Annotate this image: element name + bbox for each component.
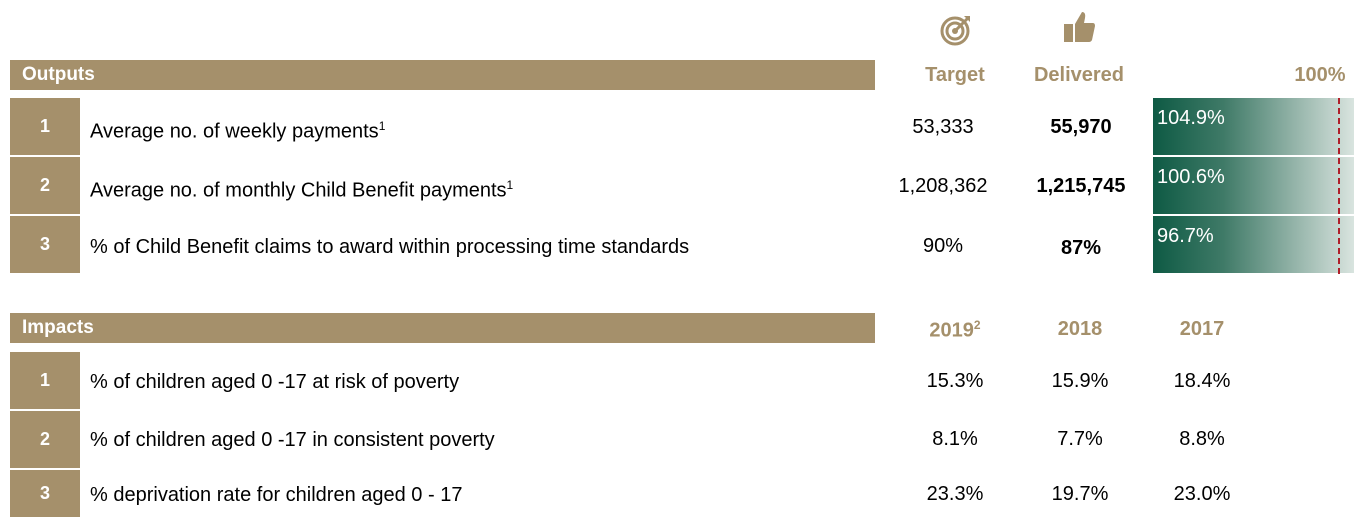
impacts-row-3-2017: 23.0% [1173,483,1231,505]
footnote-marker: 2 [973,318,981,332]
outputs-row-3-pct-label: 96.7% [1157,225,1214,247]
target-icon [940,14,972,46]
outputs-row-3-label: % of Child Benefit claims to award withi… [90,236,690,258]
bar-divider [1153,214,1354,216]
impacts-row-1-label: % of children aged 0 -17 at risk of pove… [90,371,460,393]
footnote-marker: 1 [506,178,514,192]
impacts-row-3-number: 3 [10,470,80,517]
outputs-row-2-delivered: 1,215,745 [1036,175,1126,197]
impacts-row-3-2018: 19.7% [1051,483,1109,505]
bar-divider [1153,155,1354,157]
outputs-row-1-pct-bar: 104.9% [1153,98,1354,155]
outputs-row-3-target: 90% [922,235,964,257]
col-target-header: Target [925,64,985,86]
outputs-row-2-number: 2 [10,157,80,214]
outputs-row-1-number: 1 [10,98,80,155]
outputs-row-2-pct-bar: 100.6% [1153,157,1354,214]
outputs-row-1-target: 53,333 [912,116,974,138]
impacts-row-2-2017: 8.8% [1179,428,1225,450]
outputs-row-3-number: 3 [10,216,80,273]
impacts-row-2-2019: 8.1% [932,428,978,450]
impacts-title: Impacts [22,317,94,338]
impacts-row-1-2017: 18.4% [1173,370,1231,392]
impacts-row-2-2018: 7.7% [1057,428,1103,450]
impacts-row-1-2019: 15.3% [926,370,984,392]
outputs-title: Outputs [22,64,95,85]
col-2017-header: 2017 [1179,318,1225,340]
outputs-row-1-label: Average no. of weekly payments1 [90,119,386,143]
outputs-row-2-target: 1,208,362 [898,175,988,197]
col-2019-header: 20192 [929,318,981,342]
outputs-row-3-delivered: 87% [1060,237,1102,259]
outputs-row-3-pct-bar: 96.7% [1153,216,1354,273]
impacts-row-1-number: 1 [10,352,80,409]
thumbs-up-icon [1062,10,1096,44]
col-2018-header: 2018 [1057,318,1103,340]
impacts-row-3-label: % deprivation rate for children aged 0 -… [90,484,463,506]
impacts-header-band: Impacts [10,313,875,343]
impacts-row-1-2018: 15.9% [1051,370,1109,392]
outputs-row-1-delivered: 55,970 [1050,116,1112,138]
impacts-row-2-label: % of children aged 0 -17 in consistent p… [90,429,495,451]
col-delivered-header: Delivered [1033,64,1125,86]
outputs-row-2-label: Average no. of monthly Child Benefit pay… [90,178,514,202]
outputs-row-1-pct-label: 104.9% [1157,107,1225,129]
footnote-marker: 1 [378,119,386,133]
outputs-header-band: Outputs [10,60,875,90]
col-100pct-header: 100% [1294,64,1346,86]
target-100pct-line [1338,98,1340,274]
impacts-row-2-number: 2 [10,411,80,468]
outputs-row-2-pct-label: 100.6% [1157,166,1225,188]
impacts-row-3-2019: 23.3% [926,483,984,505]
